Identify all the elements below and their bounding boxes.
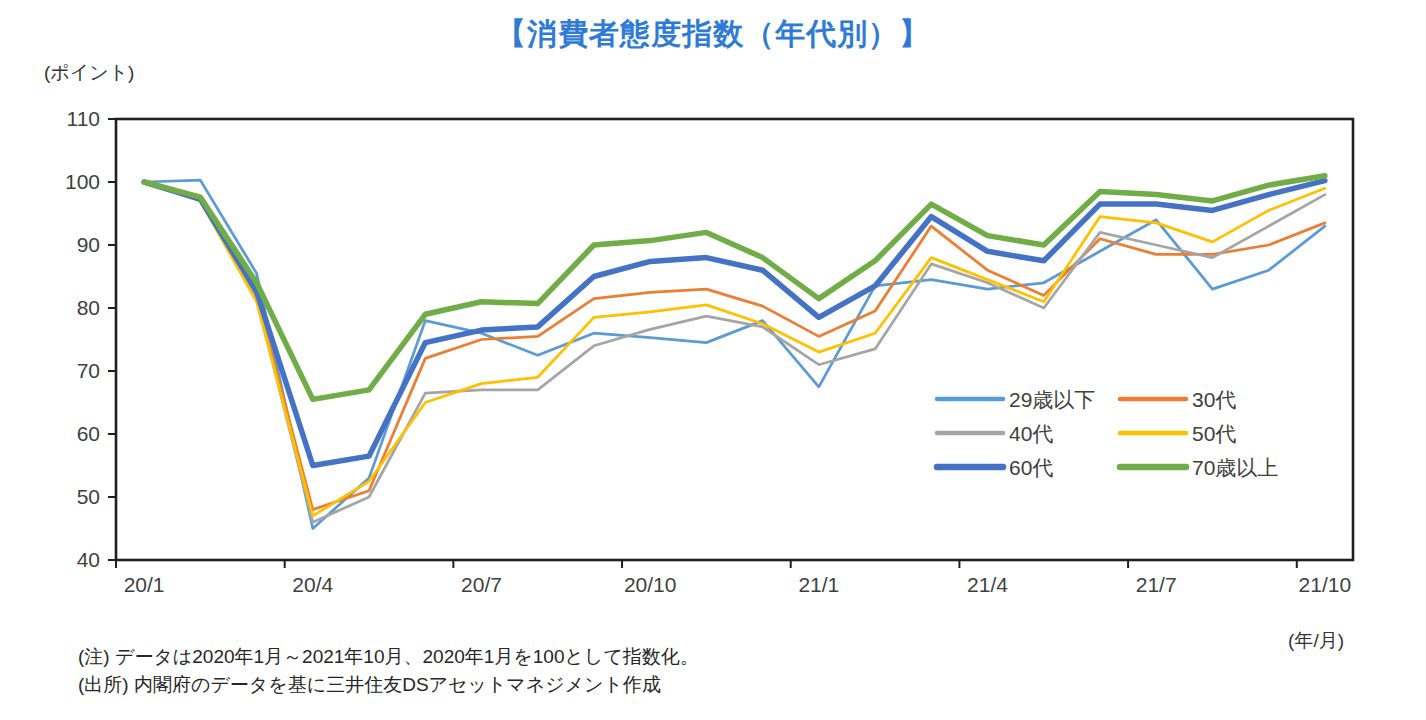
y-axis-tick-label: 70 [77,359,100,382]
x-axis-tick-label: 21/7 [1136,573,1177,596]
footnote-source: (出所) 内閣府のデータを基に三井住友DSアセットマネジメント作成 [78,671,699,699]
legend-label-1: 30代 [1192,388,1236,411]
y-axis-tick-label: 40 [77,548,100,571]
x-axis-unit-label: (年/月) [1288,628,1344,654]
x-axis-tick-label: 20/4 [292,573,333,596]
plot-border [116,119,1353,560]
x-axis-tick-label: 20/7 [461,573,502,596]
series-line-5 [144,176,1325,400]
y-axis-tick-label: 50 [77,485,100,508]
series-line-2 [144,182,1325,522]
x-axis-tick-label: 20/10 [624,573,677,596]
x-axis-tick-label: 21/4 [967,573,1008,596]
legend-label-3: 50代 [1192,422,1236,445]
y-axis-tick-label: 90 [77,233,100,256]
y-axis-tick-label: 110 [67,107,100,130]
y-axis-tick-label: 100 [65,170,100,193]
legend-label-2: 40代 [1009,422,1053,445]
footnote-data-range: (注) データは2020年1月～2021年10月、2020年1月を100として指… [78,643,699,671]
y-axis-tick-label: 80 [77,296,100,319]
legend-label-4: 60代 [1009,456,1053,479]
x-axis-tick-label: 21/1 [798,573,839,596]
series-line-1 [144,182,1325,510]
series-line-0 [144,180,1325,528]
x-axis-tick-label: 21/10 [1299,573,1352,596]
x-axis-tick-label: 20/1 [124,573,165,596]
footnotes: (注) データは2020年1月～2021年10月、2020年1月を100として指… [78,643,699,699]
y-axis-tick-label: 60 [77,422,100,445]
legend-label-0: 29歳以下 [1009,388,1095,411]
legend-label-5: 70歳以上 [1192,456,1278,479]
consumer-confidence-chart-page: 【消費者態度指数（年代別）】 (ポイント) 405060708090100110… [0,0,1426,720]
line-chart-canvas: 40 50 60 70 80 90 100 110 20/1 20/4 20/7 20/10 21/1 2… [0,0,1426,720]
